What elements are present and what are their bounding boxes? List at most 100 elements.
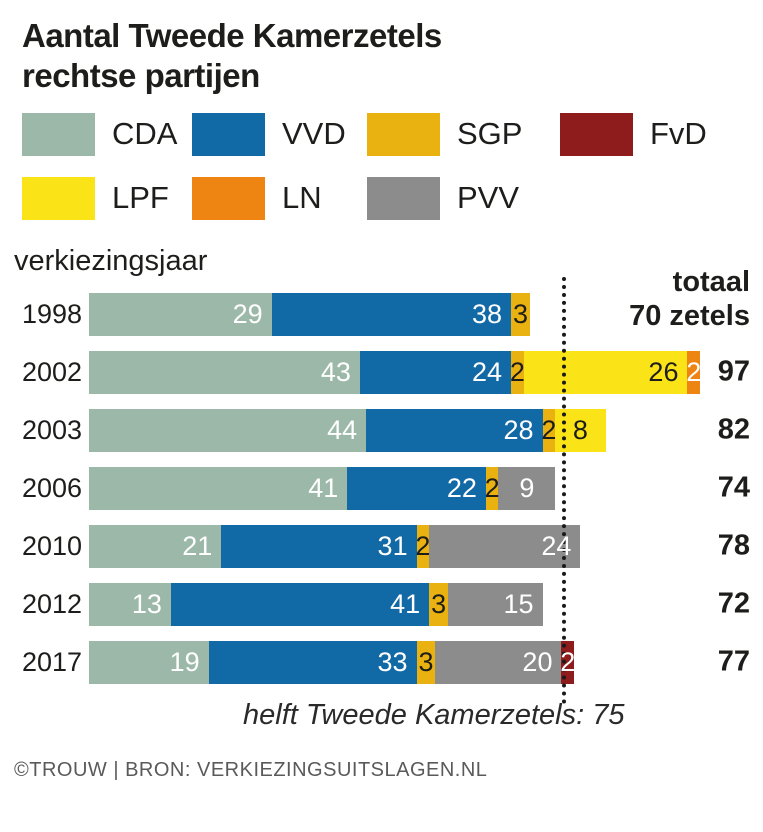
legend-label-lpf: LPF: [112, 180, 169, 215]
chart: 1998 29 38 3 totaal 70 zetels 2002 43 24 2 26 2 97 20…: [22, 266, 750, 704]
bar-segment-vvd: 28: [366, 408, 543, 452]
bar-row-1998: 1998 29 38 3 totaal 70 zetels: [22, 266, 750, 336]
infographic: Aantal Tweede Kamerzetels rechtse partij…: [0, 16, 763, 832]
segment-value: 26: [648, 356, 679, 387]
bar-segment-vvd: 31: [221, 524, 417, 568]
stacked-bar: 41 22 2 9: [89, 466, 556, 510]
reference-line-label: helft Tweede Kamerzetels: 75: [243, 698, 625, 731]
segment-value: 19: [169, 646, 200, 677]
bar-segment-ln: 2: [686, 350, 702, 394]
bar-row-2010: 2010 21 31 2 24 78: [22, 524, 750, 568]
bar-segment-cda: 13: [89, 582, 171, 626]
stacked-bar: 43 24 2 26 2: [89, 350, 702, 394]
segment-value: 15: [503, 588, 534, 619]
segment-value: 9: [519, 472, 535, 503]
page-title-line2: rechtse partijen: [22, 57, 260, 95]
legend-label-sgp: SGP: [457, 116, 523, 151]
bar-segment-sgp: 2: [509, 350, 525, 394]
segment-value: 2: [686, 356, 702, 387]
legend-item-cda: CDA: [22, 112, 192, 156]
segment-value: 3: [513, 298, 529, 329]
segment-value: 13: [131, 588, 162, 619]
legend-label-cda: CDA: [112, 116, 178, 151]
bar-segment-sgp: 2: [415, 524, 431, 568]
year-label: 2010: [22, 530, 83, 561]
segment-value: 2: [541, 414, 557, 445]
segment-value: 2: [560, 646, 576, 677]
legend-item-ln: LN: [192, 176, 367, 220]
segment-value: 2: [484, 472, 500, 503]
bar-segment-vvd: 22: [347, 466, 486, 510]
year-label: 2002: [22, 356, 83, 387]
bar-segment-sgp: 2: [541, 408, 557, 452]
segment-value: 33: [377, 646, 408, 677]
segment-value: 8: [572, 414, 588, 445]
segment-value: 2: [415, 530, 431, 561]
segment-value: 20: [522, 646, 553, 677]
legend-item-lpf: LPF: [22, 176, 192, 220]
stacked-bar: 29 38 3: [89, 292, 530, 336]
bar-segment-pvv: 20: [435, 640, 562, 684]
legend-label-pvv: PVV: [457, 180, 520, 215]
legend-swatch-cda: [22, 112, 95, 156]
stacked-bar: 21 31 2 24: [89, 524, 581, 568]
year-label: 1998: [22, 298, 83, 329]
segment-value: 31: [377, 530, 408, 561]
legend-swatch-sgp: [367, 112, 440, 156]
row-total: 77: [717, 645, 750, 678]
legend-swatch-fvd: [560, 112, 633, 156]
segment-value: 24: [472, 356, 503, 387]
bar-row-2003: 2003 44 28 2 8 82: [22, 408, 750, 452]
row-total: 72: [717, 587, 750, 620]
legend-item-sgp: SGP: [367, 112, 560, 156]
axis-label: verkiezingsjaar: [14, 244, 208, 277]
row-total: 97: [717, 355, 750, 388]
legend-swatch-lpf: [22, 176, 95, 220]
bar-segment-vvd: 38: [271, 292, 512, 336]
legend-swatch-vvd: [192, 112, 265, 156]
stacked-bar: 19 33 3 20 2: [89, 640, 576, 684]
legend-swatch-pvv: [367, 176, 440, 220]
bar-segment-cda: 41: [89, 466, 348, 510]
segment-value: 28: [503, 414, 534, 445]
bar-segment-pvv: 15: [448, 582, 543, 626]
segment-value: 44: [327, 414, 358, 445]
bar-segment-vvd: 41: [170, 582, 430, 626]
bar-segment-cda: 44: [89, 408, 367, 452]
bar-segment-cda: 29: [89, 292, 272, 336]
page-title-line1: Aantal Tweede Kamerzetels: [22, 17, 442, 54]
segment-value: 3: [418, 646, 434, 677]
bar-row-2006: 2006 41 22 2 9 74: [22, 466, 750, 510]
bar-segment-cda: 43: [89, 350, 360, 394]
segment-value: 2: [509, 356, 525, 387]
row-total: 78: [717, 529, 750, 562]
bar-segment-vvd: 24: [359, 350, 512, 394]
bar-row-2017: 2017 19 33 3 20 2 77: [22, 640, 750, 684]
bar-row-2012: 2012 13 41 3 15 72: [22, 582, 750, 626]
reference-line: [561, 276, 566, 704]
row-total: 74: [717, 471, 750, 504]
bar-segment-lpf: 26: [523, 350, 688, 394]
segment-value: 38: [472, 298, 503, 329]
total-header: totaal 70 zetels: [629, 265, 750, 333]
stacked-bar: 44 28 2 8: [89, 408, 606, 452]
bar-segment-sgp: 3: [511, 292, 530, 336]
bar-segment-sgp: 3: [416, 640, 436, 684]
segment-value: 22: [446, 472, 477, 503]
legend-item-vvd: VVD: [192, 112, 367, 156]
year-label: 2017: [22, 646, 83, 677]
legend-swatch-ln: [192, 176, 265, 220]
segment-value: 43: [320, 356, 351, 387]
segment-value: 21: [182, 530, 213, 561]
legend-label-ln: LN: [282, 180, 322, 215]
segment-value: 29: [232, 298, 263, 329]
total-header-line2: 70 zetels: [629, 299, 750, 332]
segment-value: 3: [431, 588, 447, 619]
bar-segment-sgp: 3: [429, 582, 449, 626]
bar-segment-pvv: 9: [498, 466, 556, 510]
bar-segment-vvd: 33: [208, 640, 417, 684]
legend-label-fvd: FvD: [650, 116, 707, 151]
bar-segment-cda: 19: [89, 640, 209, 684]
bar-segment-sgp: 2: [484, 466, 500, 510]
legend-item-fvd: FvD: [560, 112, 763, 156]
